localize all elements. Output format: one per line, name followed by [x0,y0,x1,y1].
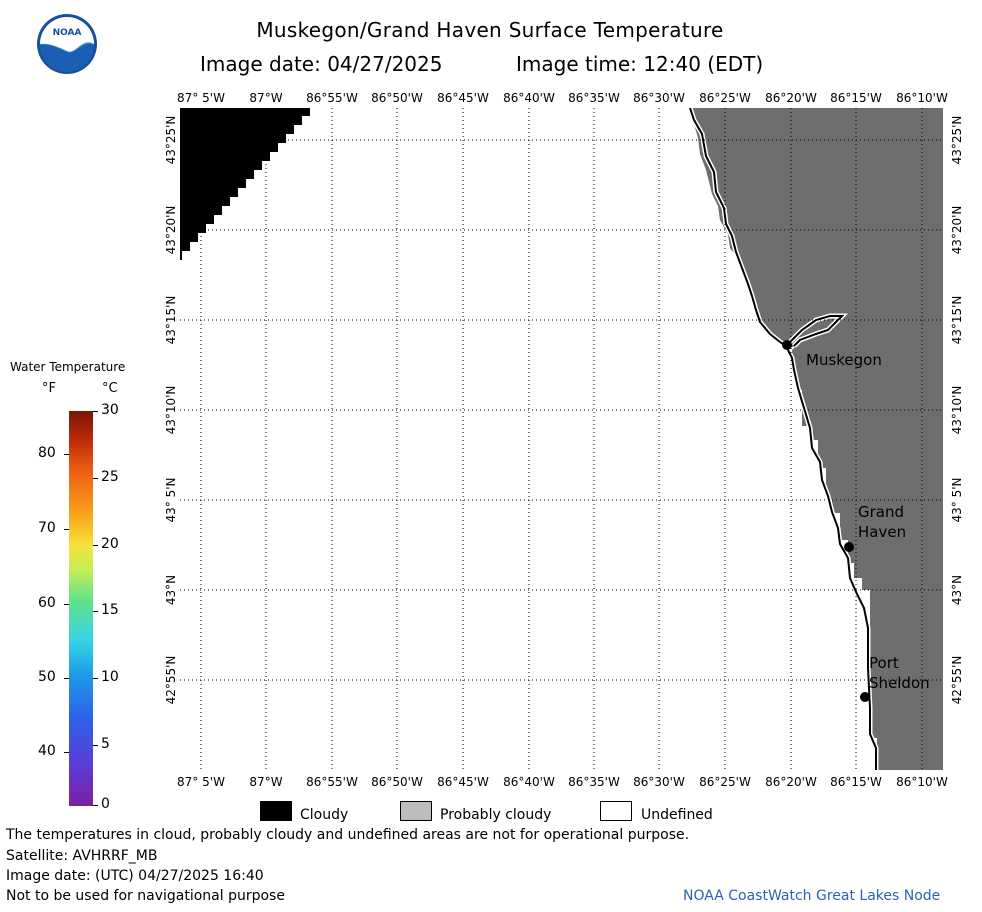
colorbar-unit-f: °F [42,381,56,396]
map-panel [180,108,943,770]
colorbar [69,411,93,806]
image-date-label: Image date: 04/27/2025 [200,52,443,76]
lon-label: 87°W [249,775,283,789]
lat-label: 43°N [164,574,178,606]
footer-credit: NOAA CoastWatch Great Lakes Node [683,888,941,904]
lon-label: 86°55'W [306,775,358,789]
lon-label: 86°20'W [765,775,817,789]
colorbar-f-tick: 70 [38,520,56,536]
legend-probably-cloudy-swatch [400,801,432,821]
colorbar-c-tick: 5 [101,736,110,752]
lon-label: 87° 5'W [177,775,225,789]
image-time-label: Image time: 12:40 (EDT) [516,52,764,76]
colorbar-f-tick: 60 [38,595,56,611]
colorbar-f-tick: 80 [38,445,56,461]
lon-label: 86°25'W [699,775,751,789]
colorbar-c-tick: 30 [101,402,119,418]
lon-label: 86°55'W [306,91,358,105]
legend-undefined-swatch [600,801,632,821]
lat-label: 43° 5'N [164,477,178,523]
lon-label: 86°50'W [371,775,423,789]
lon-label: 86°25'W [699,91,751,105]
lat-label: 43°20'N [950,205,964,255]
muskegon-marker [782,340,792,350]
colorbar-c-tick: 25 [101,469,119,485]
lat-label: 43°N [950,574,964,606]
colorbar-c-tickmark [93,678,98,679]
lon-label: 86°15'W [830,775,882,789]
colorbar-c-tickmark [93,478,98,479]
colorbar-f-tickmark [64,678,69,679]
lon-label: 86°45'W [437,91,489,105]
lon-label: 86°35'W [568,775,620,789]
colorbar-c-tick: 20 [101,536,119,552]
lon-label: 86°20'W [765,91,817,105]
legend-undefined-label: Undefined [641,807,713,823]
lat-label: 43°20'N [164,205,178,255]
lon-label: 86°10'W [896,91,948,105]
label-port-sheldon-1: Port [869,654,899,672]
colorbar-unit-c: °C [102,381,118,396]
lat-label: 43°25'N [950,115,964,165]
lat-label: 43° 5'N [950,477,964,523]
grand-haven-marker [844,542,854,552]
lat-label: 43°15'N [164,295,178,345]
legend-probably-cloudy-label: Probably cloudy [440,807,552,823]
lat-label: 42°55'N [950,655,964,705]
colorbar-c-tickmark [93,611,98,612]
footer-note: The temperatures in cloud, probably clou… [6,827,690,843]
lon-label: 86°10'W [896,775,948,789]
lon-label: 86°40'W [503,91,555,105]
colorbar-c-tickmark [93,545,98,546]
label-grand-haven-2: Haven [858,523,907,541]
lon-label: 86°50'W [371,91,423,105]
colorbar-f-tickmark [64,604,69,605]
map-title: Muskegon/Grand Haven Surface Temperature [256,18,724,42]
noaa-logo: NOAA [37,14,97,74]
colorbar-f-tickmark [64,752,69,753]
lon-label: 86°40'W [503,775,555,789]
colorbar-c-tick: 0 [101,796,110,812]
colorbar-c-tick: 10 [101,669,119,685]
lon-label: 86°45'W [437,775,489,789]
colorbar-c-tickmark [93,411,98,412]
lon-label: 86°35'W [568,91,620,105]
label-port-sheldon-2: Sheldon [869,674,930,692]
label-grand-haven-1: Grand [858,503,905,521]
colorbar-c-tick: 15 [101,602,119,618]
lat-label: 43°15'N [950,295,964,345]
colorbar-f-tick: 40 [38,743,56,759]
cloudy-region [180,108,310,269]
port-sheldon-marker [860,692,870,702]
lat-label: 43°10'N [164,385,178,435]
lon-label: 86°15'W [830,91,882,105]
colorbar-f-tickmark [64,454,69,455]
footer-image-date: Image date: (UTC) 04/27/2025 16:40 [6,868,264,884]
legend-cloudy-swatch [260,801,292,821]
footer-disclaimer: Not to be used for navigational purpose [6,888,285,904]
colorbar-c-tickmark [93,805,98,806]
label-muskegon: Muskegon [806,351,882,369]
legend-cloudy-label: Cloudy [300,807,349,823]
lon-label: 87°W [249,91,283,105]
lon-label: 86°30'W [633,775,685,789]
colorbar-f-tickmark [64,529,69,530]
logo-text: NOAA [53,28,82,38]
land-region [690,108,943,770]
footer-satellite: Satellite: AVHRRF_MB [6,848,158,864]
lon-label: 87° 5'W [177,91,225,105]
colorbar-title: Water Temperature [10,360,126,374]
lat-label: 43°10'N [950,385,964,435]
colorbar-f-tick: 50 [38,669,56,685]
lon-label: 86°30'W [633,91,685,105]
lat-label: 43°25'N [164,115,178,165]
colorbar-c-tickmark [93,745,98,746]
lat-label: 42°55'N [164,655,178,705]
